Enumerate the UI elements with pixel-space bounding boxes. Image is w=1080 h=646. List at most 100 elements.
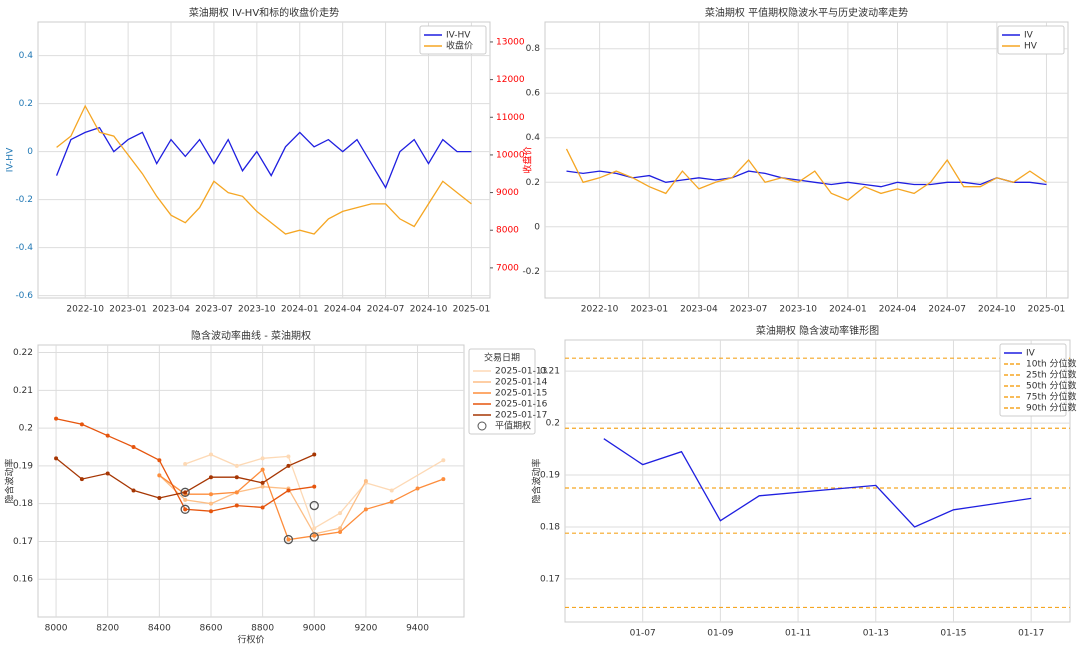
point	[389, 499, 394, 504]
y-axis-label: IV-HV	[6, 147, 16, 172]
x-tick-label: 01-11	[785, 629, 811, 639]
legend-label: 75th 分位数	[1026, 391, 1077, 403]
x-tick-label: 2022-10	[581, 305, 619, 315]
y-tick-label: -0.2	[15, 195, 33, 205]
atm-point	[283, 534, 294, 545]
y-tick-label: 0.6	[526, 89, 541, 99]
y-tick-label: 0.16	[13, 575, 33, 585]
y2-axis-label: 收盘价	[522, 146, 534, 173]
legend-label: 25th 分位数	[1026, 369, 1077, 381]
point	[131, 445, 136, 449]
point	[54, 456, 59, 461]
point	[312, 526, 317, 531]
y-tick-label: 0.4	[19, 51, 34, 61]
point	[415, 486, 420, 491]
plot-area	[544, 21, 1069, 299]
x-tick-label: 2024-07	[928, 305, 966, 315]
y-tick-label: 0.17	[540, 574, 560, 584]
point	[286, 454, 291, 459]
x-tick-label: 2024-10	[978, 305, 1016, 315]
point	[260, 505, 265, 510]
x-tick-label: 8600	[200, 624, 223, 634]
point	[208, 501, 213, 506]
y-tick-label: 0	[534, 222, 540, 232]
series-line	[603, 438, 1032, 528]
y2-tick-label: 8000	[496, 226, 519, 236]
legend-title: 交易日期	[484, 352, 520, 364]
legend-label: 2025-01-15	[495, 389, 547, 399]
legend-label: IV-HV	[446, 31, 471, 41]
point	[363, 507, 368, 512]
legend-box	[999, 343, 1067, 417]
x-tick-label: 2023-01	[630, 305, 668, 315]
point	[79, 422, 84, 427]
x-tick-label: 8000	[45, 624, 68, 634]
point	[79, 477, 84, 482]
legend-label: 90th 分位数	[1026, 402, 1077, 414]
point	[338, 526, 343, 531]
point	[208, 475, 213, 480]
x-tick-label: 9400	[406, 624, 429, 634]
point	[183, 490, 188, 495]
point	[183, 507, 188, 512]
y-tick-label: 0.8	[526, 44, 541, 54]
y-tick-label: 0.2	[19, 99, 33, 109]
x-tick-label: 2023-01	[109, 305, 147, 315]
y2-tick-label: 13000	[496, 37, 525, 47]
y-tick-label: 0.4	[526, 133, 541, 143]
point	[441, 477, 446, 482]
point	[157, 473, 162, 478]
chart-title: 菜油期权 平值期权隐波水平与历史波动率走势	[705, 6, 908, 19]
legend-label: 2025-01-14	[495, 378, 548, 388]
atm-point	[180, 504, 190, 514]
y2-tick-label: 10000	[496, 150, 525, 160]
legend-label: 平值期权	[495, 420, 531, 432]
y-axis-label: 隐含波动率	[531, 458, 543, 503]
legend-label: IV	[1026, 349, 1036, 359]
y-tick-label: 0.18	[540, 522, 560, 532]
point	[157, 496, 162, 500]
y-tick-label: 0.22	[13, 348, 33, 358]
chart-title: 菜油期权 IV-HV和标的收盘价走势	[189, 6, 339, 19]
point	[260, 467, 265, 472]
x-axis-label: 行权价	[237, 634, 264, 646]
y-tick-label: 0.21	[13, 386, 33, 396]
plot-area	[37, 21, 491, 299]
y-tick-label: -0.4	[15, 243, 33, 253]
x-tick-label: 2023-07	[730, 305, 768, 315]
point	[131, 488, 136, 493]
x-tick-label: 2023-10	[238, 305, 276, 315]
x-tick-label: 01-07	[630, 629, 656, 639]
y-tick-label: 0.17	[13, 537, 33, 547]
x-tick-label: 2025-01	[453, 305, 491, 315]
y-tick-label: 0.2	[546, 419, 560, 429]
point	[312, 533, 317, 538]
point	[183, 462, 188, 466]
series-line	[56, 104, 472, 235]
point	[260, 484, 265, 489]
point	[234, 463, 239, 468]
y2-tick-label: 12000	[496, 75, 525, 85]
legend-label: 50th 分位数	[1026, 380, 1077, 392]
point	[312, 484, 317, 489]
point	[441, 458, 446, 463]
y-tick-label: -0.2	[522, 267, 540, 277]
y-tick-label: 0.2	[526, 178, 540, 188]
atm-point	[309, 532, 319, 542]
point	[208, 452, 213, 457]
y-tick-label: 0.2	[19, 424, 33, 434]
point	[286, 488, 291, 493]
x-tick-label: 2023-07	[195, 305, 233, 315]
series-line	[158, 468, 444, 541]
legend-label: 10th 分位数	[1026, 358, 1077, 370]
point	[260, 480, 265, 485]
series-line	[55, 126, 472, 190]
y2-tick-label: 7000	[496, 263, 519, 273]
chart-title: 隐含波动率曲线 - 菜油期权	[191, 329, 311, 342]
point	[54, 416, 59, 421]
y2-tick-label: 11000	[496, 113, 525, 123]
point	[234, 490, 239, 495]
x-tick-label: 2024-04	[324, 305, 362, 315]
point	[338, 530, 343, 534]
